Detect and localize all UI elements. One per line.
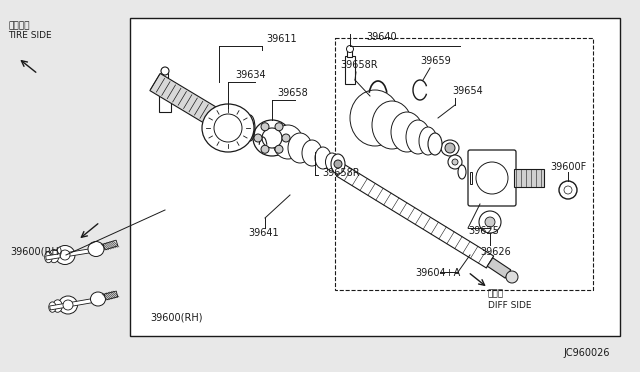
Ellipse shape bbox=[441, 140, 459, 156]
Text: 39600(RH): 39600(RH) bbox=[10, 247, 63, 257]
Circle shape bbox=[161, 67, 169, 75]
Text: TIRE SIDE: TIRE SIDE bbox=[8, 31, 52, 40]
Circle shape bbox=[479, 211, 501, 233]
Text: 39654: 39654 bbox=[452, 86, 483, 96]
Text: 39600(RH): 39600(RH) bbox=[150, 313, 202, 323]
Circle shape bbox=[564, 186, 572, 194]
Text: 39626: 39626 bbox=[480, 247, 511, 257]
Ellipse shape bbox=[202, 104, 254, 152]
Ellipse shape bbox=[302, 140, 322, 166]
Ellipse shape bbox=[45, 252, 52, 263]
Ellipse shape bbox=[55, 246, 75, 264]
Bar bbox=[162, 73, 168, 81]
Ellipse shape bbox=[49, 250, 59, 263]
Circle shape bbox=[282, 134, 290, 142]
Circle shape bbox=[452, 159, 458, 165]
Ellipse shape bbox=[350, 90, 400, 146]
Text: 39640: 39640 bbox=[366, 32, 397, 42]
Polygon shape bbox=[337, 164, 493, 268]
Text: 39625: 39625 bbox=[468, 226, 499, 236]
Text: DIFF SIDE: DIFF SIDE bbox=[488, 301, 531, 310]
Text: 39658: 39658 bbox=[277, 88, 308, 98]
Circle shape bbox=[506, 271, 518, 283]
Circle shape bbox=[334, 160, 342, 168]
Polygon shape bbox=[50, 298, 97, 310]
Ellipse shape bbox=[391, 112, 423, 152]
Polygon shape bbox=[470, 172, 472, 184]
Circle shape bbox=[476, 162, 508, 194]
Bar bbox=[335, 38, 593, 290]
Ellipse shape bbox=[58, 296, 77, 314]
Polygon shape bbox=[103, 240, 118, 250]
Text: タイヤ側: タイヤ側 bbox=[8, 21, 29, 30]
Circle shape bbox=[346, 45, 353, 52]
Circle shape bbox=[275, 145, 283, 153]
Ellipse shape bbox=[49, 302, 56, 312]
Polygon shape bbox=[45, 248, 95, 260]
Circle shape bbox=[262, 128, 282, 148]
Ellipse shape bbox=[331, 154, 345, 174]
Circle shape bbox=[254, 134, 262, 142]
Bar bbox=[159, 80, 171, 112]
Ellipse shape bbox=[428, 133, 442, 155]
Circle shape bbox=[261, 145, 269, 153]
Circle shape bbox=[485, 217, 495, 227]
Text: 39659: 39659 bbox=[420, 56, 451, 66]
Ellipse shape bbox=[458, 165, 466, 179]
Text: 39611: 39611 bbox=[266, 34, 296, 44]
Circle shape bbox=[60, 250, 70, 260]
Circle shape bbox=[275, 123, 283, 131]
Ellipse shape bbox=[273, 125, 303, 159]
Polygon shape bbox=[150, 73, 220, 126]
Circle shape bbox=[445, 143, 455, 153]
Ellipse shape bbox=[88, 241, 104, 257]
Text: 39604+A: 39604+A bbox=[415, 268, 460, 278]
FancyBboxPatch shape bbox=[468, 150, 516, 206]
Ellipse shape bbox=[372, 101, 412, 149]
Bar bbox=[345, 56, 355, 84]
Text: 39634: 39634 bbox=[235, 70, 266, 80]
Circle shape bbox=[448, 155, 462, 169]
Text: 39658R: 39658R bbox=[322, 168, 360, 178]
Ellipse shape bbox=[406, 120, 430, 154]
Text: JC960026: JC960026 bbox=[563, 348, 610, 358]
Bar bbox=[130, 18, 620, 336]
Ellipse shape bbox=[90, 292, 106, 306]
Ellipse shape bbox=[315, 147, 331, 169]
Ellipse shape bbox=[419, 127, 437, 155]
Circle shape bbox=[63, 300, 73, 310]
Ellipse shape bbox=[326, 153, 339, 171]
Ellipse shape bbox=[288, 133, 312, 163]
Circle shape bbox=[261, 123, 269, 131]
Bar bbox=[348, 51, 353, 57]
Polygon shape bbox=[514, 169, 544, 187]
Text: デフ側: デフ側 bbox=[488, 289, 504, 298]
Circle shape bbox=[214, 114, 242, 142]
Text: 39600F: 39600F bbox=[550, 162, 586, 172]
Ellipse shape bbox=[253, 120, 291, 156]
Text: 39641: 39641 bbox=[248, 228, 278, 238]
Polygon shape bbox=[104, 291, 118, 300]
Ellipse shape bbox=[53, 300, 62, 312]
Polygon shape bbox=[487, 258, 511, 278]
Text: 39658R: 39658R bbox=[340, 60, 378, 70]
Circle shape bbox=[559, 181, 577, 199]
